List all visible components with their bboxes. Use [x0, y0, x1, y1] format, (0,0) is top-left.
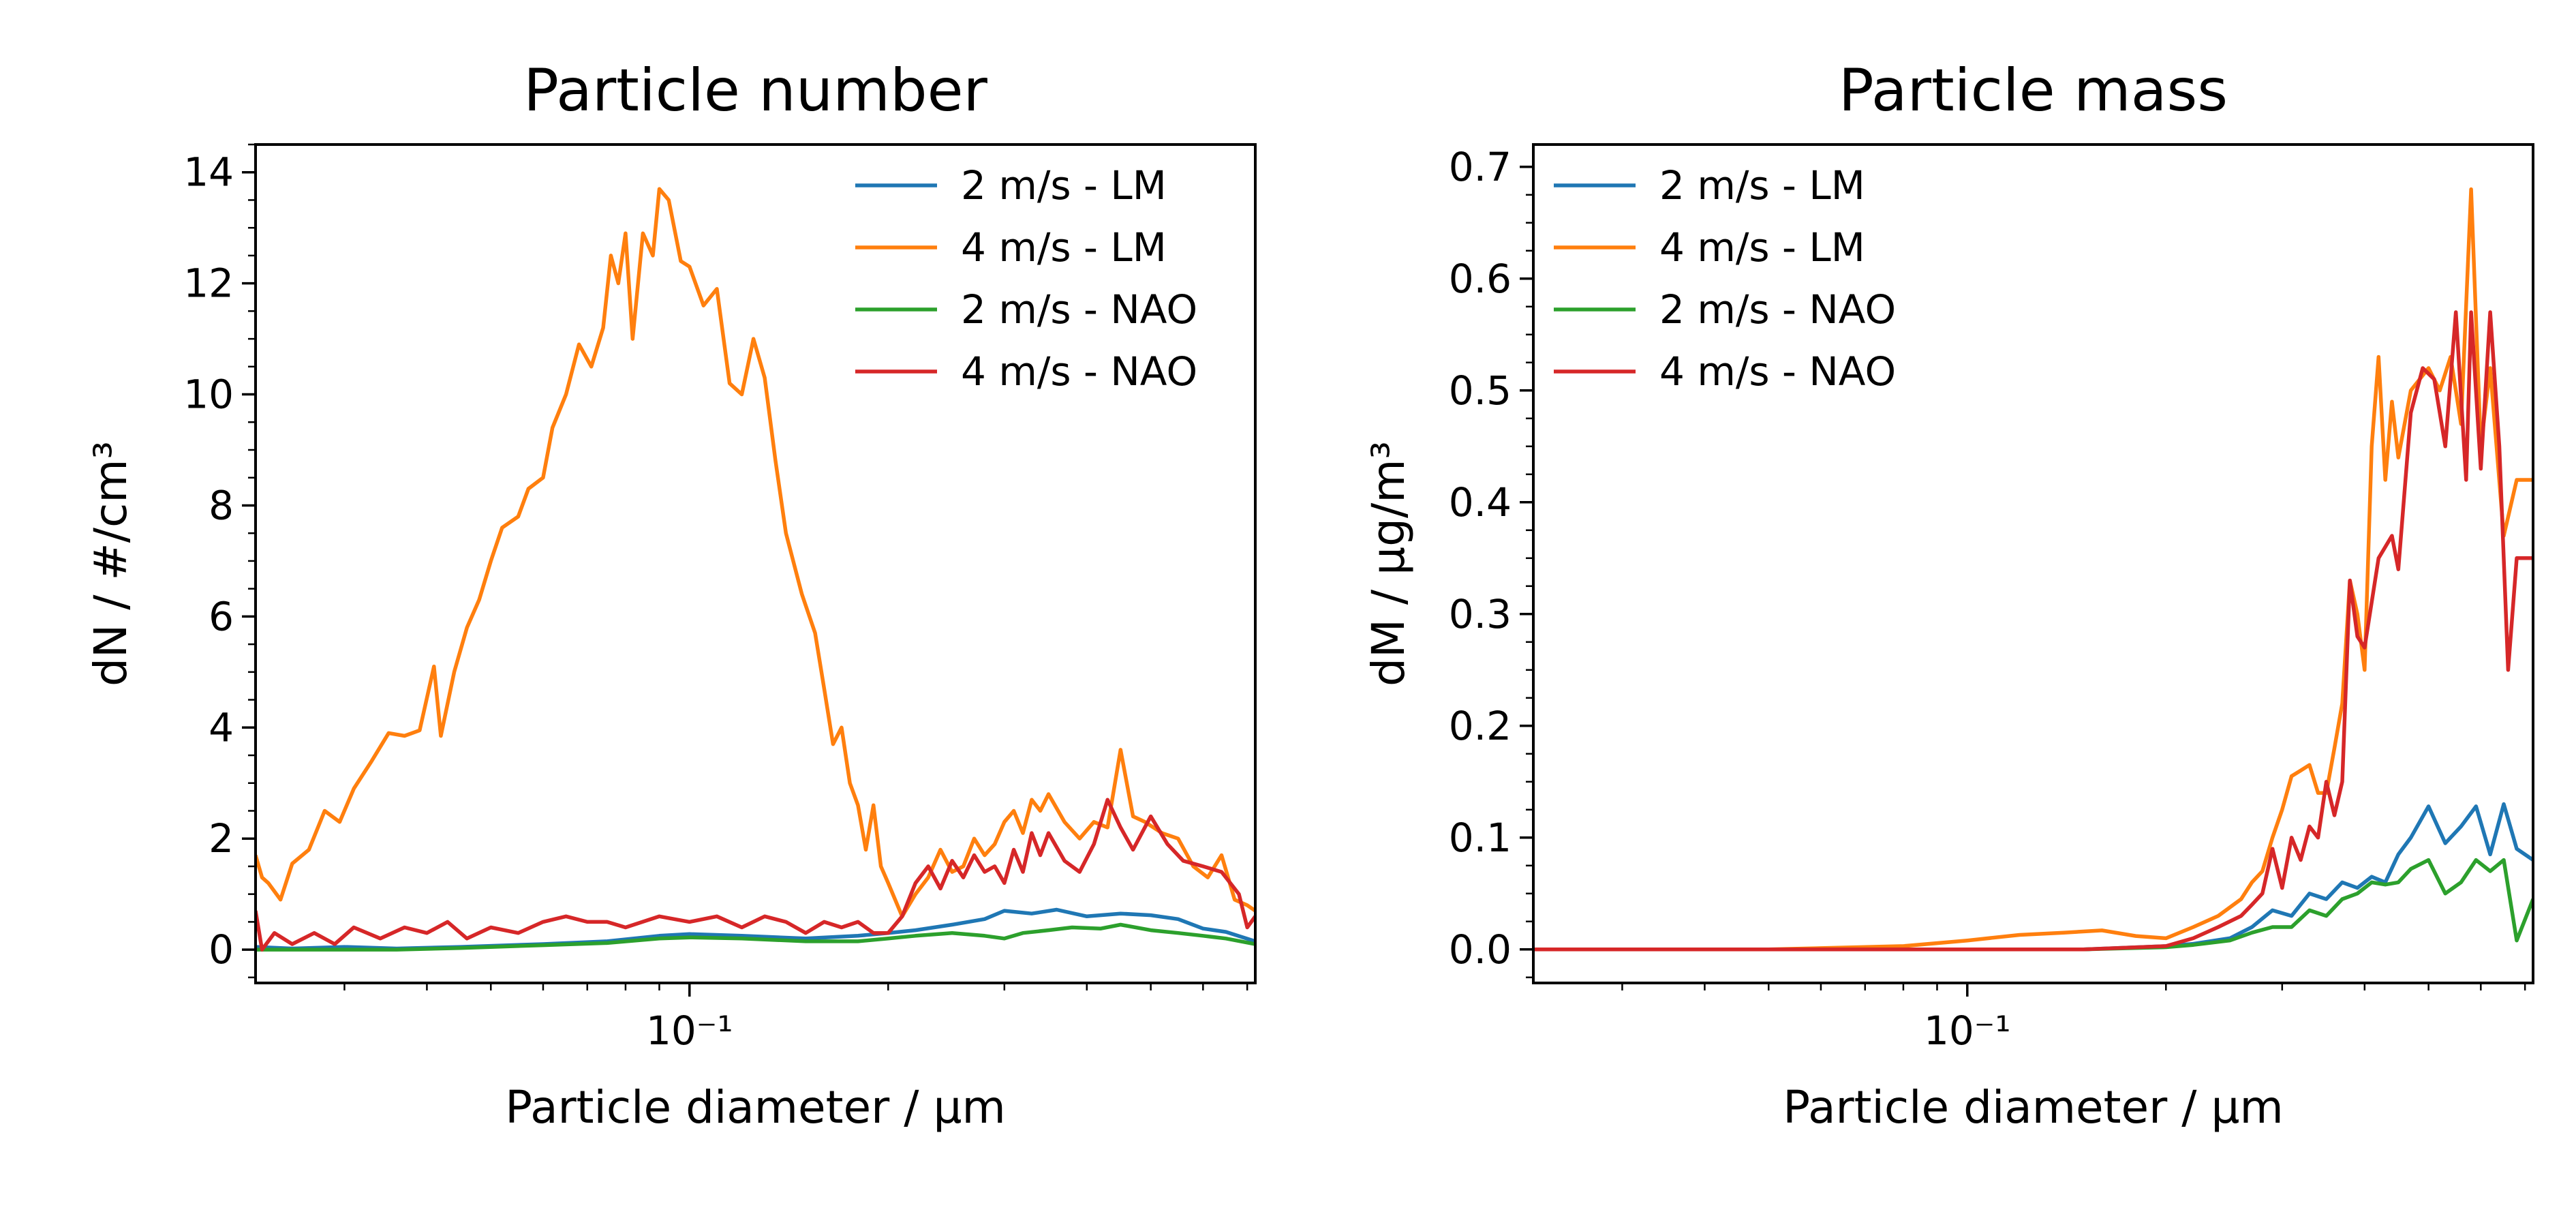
y-tick-label: 0.0	[1449, 926, 1512, 973]
legend-label: 2 m/s - LM	[961, 162, 1167, 209]
chart-panel-1: 0 2 4 6 8 10 12 14 10⁻¹ Particle number Particle d…	[85, 57, 1257, 1134]
x-tick-label: 10⁻¹	[646, 1008, 733, 1054]
y-tick-label: 6	[209, 593, 234, 639]
chart-title: Particle number	[523, 57, 987, 125]
series-line-3	[1533, 858, 2533, 952]
y-tick-label: 0.3	[1449, 591, 1512, 637]
y-tick-label: 0.1	[1449, 815, 1512, 861]
y-axis-label: dN / #/cm³	[85, 441, 137, 686]
y-tick-label: 14	[183, 149, 234, 196]
x-tick-label: 10⁻¹	[1924, 1008, 2011, 1054]
y-tick-label: 10	[183, 372, 234, 418]
series-line-3	[256, 922, 1255, 952]
legend: 2 m/s - LM 4 m/s - LM 2 m/s - NAO 4 m/s - N…	[855, 162, 1197, 395]
series-line-4	[256, 798, 1255, 952]
y-tick-label: 12	[183, 260, 234, 307]
series-line-4	[1533, 310, 2533, 952]
legend-label: 2 m/s - LM	[1659, 162, 1865, 209]
x-axis-label: Particle diameter / μm	[505, 1081, 1006, 1134]
legend-label: 4 m/s - NAO	[961, 348, 1197, 395]
legend-label: 4 m/s - LM	[961, 224, 1167, 271]
y-tick-label: 0.6	[1449, 256, 1512, 302]
chart-title: Particle mass	[1839, 57, 2228, 125]
legend-label: 4 m/s - NAO	[1659, 348, 1896, 395]
legend-label: 2 m/s - NAO	[1659, 286, 1896, 333]
y-tick-label: 2	[209, 815, 234, 862]
axes-frame	[254, 143, 1257, 984]
chart-panel-2: 0.0 0.1 0.2 0.3 0.4 0.5 0.6 0.7 10⁻¹ Particle mas…	[1362, 57, 2534, 1134]
y-tick-label: 0	[209, 926, 234, 973]
y-tick-label: 0.2	[1449, 703, 1512, 749]
legend: 2 m/s - LM 4 m/s - LM 2 m/s - NAO 4 m/s - N…	[1554, 162, 1896, 395]
y-tick-label: 8	[209, 482, 234, 528]
y-axis-label: dM / μg/m³	[1362, 441, 1415, 686]
axes-frame	[1532, 143, 2534, 984]
y-tick-label: 0.7	[1449, 144, 1512, 190]
y-tick-label: 0.4	[1449, 479, 1512, 526]
series-group	[1533, 187, 2533, 952]
y-tick-label: 0.5	[1449, 367, 1512, 414]
legend-label: 2 m/s - NAO	[961, 286, 1197, 333]
series-line-1	[1533, 802, 2533, 952]
series-line-2	[256, 187, 1255, 919]
y-tick-label: 4	[209, 704, 234, 751]
x-axis-label: Particle diameter / μm	[1783, 1081, 2284, 1134]
series-group	[256, 187, 1255, 952]
legend-label: 4 m/s - LM	[1659, 224, 1865, 271]
